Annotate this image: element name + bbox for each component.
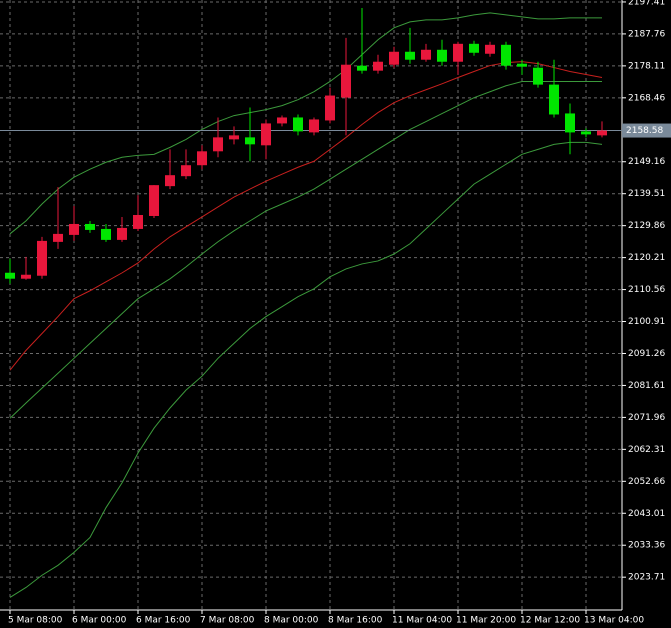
y-tick-label: 2139.51 — [628, 189, 665, 199]
candle-body — [165, 175, 175, 187]
candle-body — [453, 43, 463, 62]
y-tick-label: 2100.91 — [628, 317, 665, 327]
indicator-line — [9, 141, 603, 598]
x-tick-label: 5 Mar 08:00 — [8, 616, 63, 626]
candle-body — [101, 228, 111, 240]
candle-body — [421, 49, 431, 60]
candle-body — [533, 67, 543, 85]
candle-body — [21, 274, 31, 279]
candle-body — [405, 51, 415, 60]
x-tick-label: 8 Mar 16:00 — [328, 616, 383, 626]
candle-body — [325, 95, 335, 121]
y-tick-label: 2168.46 — [628, 93, 665, 103]
candle-body — [309, 119, 319, 133]
y-tick-label: 2071.96 — [628, 413, 665, 423]
candle-body — [565, 113, 575, 133]
candle-body — [389, 51, 399, 65]
candle-body — [69, 223, 79, 235]
candle-body — [357, 65, 367, 71]
y-tick-label: 2129.86 — [628, 221, 665, 231]
y-tick-label: 2110.56 — [628, 285, 665, 295]
candle-body — [133, 214, 143, 229]
candle-body — [341, 64, 351, 98]
candle-body — [5, 272, 15, 279]
candle-body — [181, 165, 191, 177]
y-tick-label: 2062.31 — [628, 445, 665, 455]
y-tick-label: 2120.21 — [628, 253, 665, 263]
candle-body — [485, 44, 495, 54]
candle-body — [437, 49, 447, 62]
candle-body — [469, 43, 479, 53]
candle-body — [37, 240, 47, 276]
x-tick-label: 11 Mar 04:00 — [392, 616, 452, 626]
y-tick-label: 2033.36 — [628, 541, 665, 551]
y-tick-label: 2091.26 — [628, 349, 665, 359]
candle-body — [85, 223, 95, 230]
candle-body — [549, 84, 559, 115]
y-tick-label: 2197.41 — [628, 0, 665, 7]
candle-body — [597, 130, 607, 136]
candle-body — [517, 63, 527, 67]
x-tick-label: 6 Mar 16:00 — [136, 616, 191, 626]
candle-body — [213, 137, 223, 152]
y-tick-label: 2081.61 — [628, 381, 665, 391]
x-tick-label: 7 Mar 08:00 — [200, 616, 255, 626]
candle-body — [245, 137, 255, 145]
indicator-line — [9, 80, 602, 419]
candle-body — [293, 117, 303, 132]
current-price-box — [622, 123, 671, 138]
current-price-label: 2158.58 — [626, 126, 663, 136]
y-tick-label: 2187.76 — [628, 29, 665, 39]
candle-body — [581, 131, 591, 135]
candle-body — [117, 227, 127, 240]
candle-body — [229, 135, 239, 140]
candle-body — [197, 151, 207, 166]
x-tick-label: 11 Mar 20:00 — [456, 616, 516, 626]
y-tick-label: 2052.66 — [628, 477, 665, 487]
x-tick-label: 13 Mar 04:00 — [584, 616, 644, 626]
x-tick-label: 8 Mar 00:00 — [264, 616, 319, 626]
candle-body — [373, 61, 383, 71]
candle-body — [53, 233, 63, 242]
y-tick-label: 2149.16 — [628, 157, 665, 167]
y-tick-label: 2023.71 — [628, 573, 665, 583]
candle-body — [501, 44, 511, 66]
candle-body — [277, 117, 287, 124]
indicator-line — [9, 12, 602, 235]
candle-body — [261, 123, 271, 146]
x-tick-label: 6 Mar 00:00 — [72, 616, 127, 626]
candle-body — [149, 185, 159, 216]
y-tick-label: 2043.01 — [628, 509, 665, 519]
y-tick-label: 2178.11 — [628, 61, 665, 71]
x-tick-label: 12 Mar 12:00 — [520, 616, 580, 626]
